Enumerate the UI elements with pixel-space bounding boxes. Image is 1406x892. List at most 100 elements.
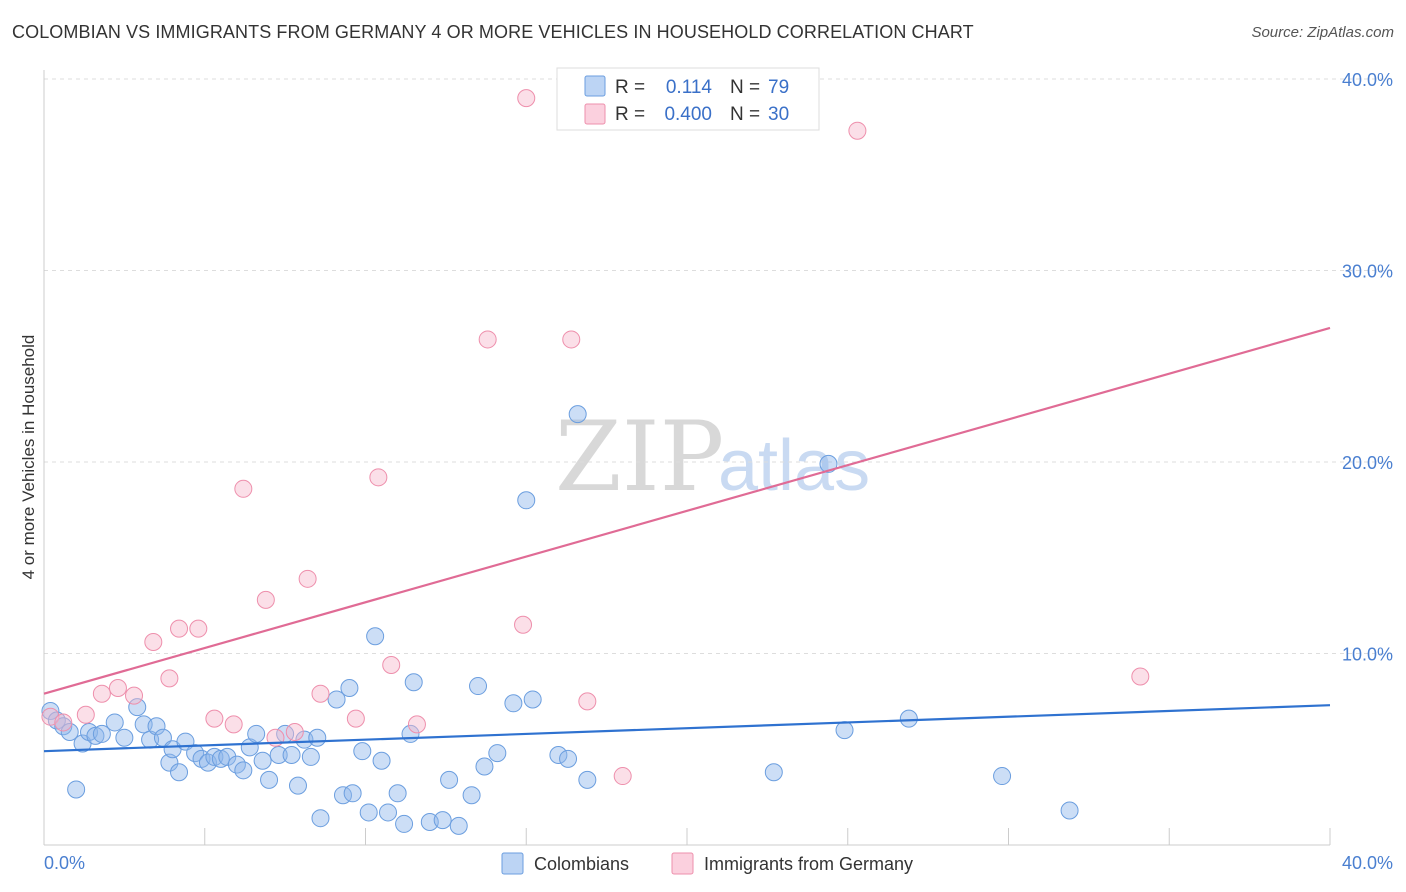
point-germany-10 <box>205 709 224 728</box>
point-colombians-57 <box>462 786 481 805</box>
point-colombians-23 <box>205 747 224 766</box>
point-colombians-37 <box>301 747 320 766</box>
source-credit: Source: ZipAtlas.com <box>1251 24 1394 41</box>
legend-swatch-colombians <box>584 75 606 97</box>
chart-title: COLOMBIAN VS IMMIGRANTS FROM GERMANY 4 O… <box>12 22 974 42</box>
legend-swatch-germany <box>584 103 606 125</box>
point-colombians-60 <box>488 744 507 763</box>
point-germany-12 <box>234 479 253 498</box>
x-axis-ticks <box>204 828 1331 845</box>
point-germany-13 <box>256 590 275 609</box>
gridlines <box>44 78 1393 654</box>
point-colombians-0 <box>41 701 60 720</box>
watermark-zip: ZIP <box>555 401 724 513</box>
point-colombians-47 <box>372 751 391 770</box>
point-colombians-32 <box>269 745 288 764</box>
point-colombians-71 <box>899 709 918 728</box>
y-tick-label-40: 40.0% <box>1342 70 1393 90</box>
point-colombians-64 <box>549 745 568 764</box>
point-colombians-48 <box>379 803 398 822</box>
point-colombians-40 <box>327 690 346 709</box>
legend-r-value-0: 0.114 <box>666 77 713 98</box>
point-germany-6 <box>144 633 163 652</box>
bottom-legend-label-colombians: Colombians <box>534 854 629 874</box>
point-colombians-56 <box>449 816 468 835</box>
point-colombians-65 <box>559 749 578 768</box>
point-colombians-45 <box>359 803 378 822</box>
legend-r-label-1: R = <box>615 104 645 125</box>
point-colombians-59 <box>475 757 494 776</box>
point-colombians-55 <box>440 770 459 789</box>
legend-n-label-1: N = <box>730 104 760 125</box>
point-germany-2 <box>76 705 95 724</box>
point-colombians-44 <box>353 742 372 761</box>
legend-bottom: Colombians Immigrants from Germany <box>501 852 913 875</box>
point-germany-27 <box>613 767 632 786</box>
bottom-legend-swatch-germany <box>671 852 694 875</box>
point-colombians-54 <box>433 811 452 830</box>
point-colombians-18 <box>170 763 189 782</box>
trend-lines <box>43 326 1331 753</box>
point-germany-25 <box>562 330 581 349</box>
point-colombians-8 <box>92 724 111 743</box>
point-germany-20 <box>382 655 401 674</box>
point-germany-16 <box>298 569 317 588</box>
point-germany-29 <box>1131 667 1150 686</box>
point-colombians-38 <box>308 728 327 747</box>
point-germany-5 <box>125 686 144 705</box>
point-colombians-49 <box>388 784 407 803</box>
point-germany-7 <box>160 669 179 688</box>
point-colombians-34 <box>282 745 301 764</box>
legend-top: R = 0.114 N = 79 R = 0.400 N = 30 <box>556 67 820 131</box>
point-colombians-35 <box>288 776 307 795</box>
point-colombians-68 <box>764 763 783 782</box>
point-colombians-24 <box>211 749 230 768</box>
point-colombians-10 <box>115 728 134 747</box>
point-germany-11 <box>224 715 243 734</box>
point-colombians-73 <box>1060 801 1079 820</box>
point-germany-8 <box>170 619 189 638</box>
point-germany-22 <box>478 330 497 349</box>
x-tick-label-max: 40.0% <box>1342 853 1393 873</box>
point-colombians-14 <box>147 717 166 736</box>
point-germany-28 <box>848 121 867 140</box>
point-colombians-70 <box>835 721 854 740</box>
legend-n-value-1: 30 <box>768 104 789 125</box>
point-colombians-50 <box>395 814 414 833</box>
point-colombians-39 <box>311 809 330 828</box>
point-germany-4 <box>108 678 127 697</box>
point-germany-23 <box>514 615 533 634</box>
y-tick-label-30: 30.0% <box>1342 262 1393 282</box>
point-colombians-30 <box>253 751 272 770</box>
point-colombians-46 <box>366 627 385 646</box>
point-germany-21 <box>407 715 426 734</box>
legend-r-value-1: 0.400 <box>664 104 712 125</box>
x-tick-label-min: 0.0% <box>44 853 85 873</box>
point-germany-17 <box>311 684 330 703</box>
point-germany-19 <box>369 468 388 487</box>
point-germany-3 <box>92 684 111 703</box>
point-colombians-62 <box>517 491 536 510</box>
point-germany-9 <box>189 619 208 638</box>
legend-n-label-0: N = <box>730 77 760 98</box>
series-germany-points <box>41 89 1150 786</box>
point-germany-18 <box>346 709 365 728</box>
point-germany-26 <box>578 692 597 711</box>
point-colombians-61 <box>504 694 523 713</box>
bottom-legend-swatch-colombians <box>501 852 524 875</box>
trend-line-germany <box>43 326 1331 695</box>
point-colombians-69 <box>819 454 838 473</box>
y-axis-tick-labels: 10.0% 20.0% 30.0% 40.0% <box>1342 70 1393 665</box>
point-colombians-27 <box>234 761 253 780</box>
bottom-legend-label-germany: Immigrants from Germany <box>704 854 913 874</box>
point-colombians-31 <box>260 770 279 789</box>
point-colombians-16 <box>160 753 179 772</box>
point-colombians-7 <box>86 726 105 745</box>
series-colombians-points <box>41 405 1079 835</box>
y-tick-label-10: 10.0% <box>1342 645 1393 665</box>
point-germany-15 <box>285 723 304 742</box>
point-colombians-43 <box>343 784 362 803</box>
point-colombians-3 <box>60 723 79 742</box>
y-tick-label-20: 20.0% <box>1342 453 1393 473</box>
